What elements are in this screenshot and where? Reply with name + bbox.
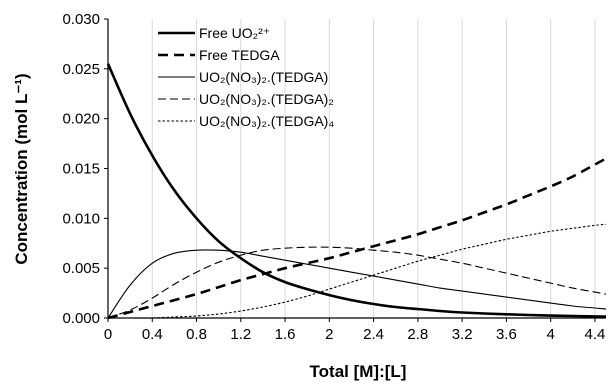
gridlines — [151, 19, 596, 318]
y-tick-labels: 0.000 0.005 0.010 0.015 0.020 0.025 0.030 — [62, 11, 100, 327]
x-tick-label: 0.4 — [142, 326, 163, 343]
y-tick-label: 0.030 — [62, 11, 100, 28]
x-tick-label: 1.2 — [230, 326, 251, 343]
legend-label: UO₂(NO₃)₂.(TEDGA)₄ — [199, 113, 334, 129]
x-tick-label: 4 — [546, 326, 554, 343]
free-uo2-line — [106, 63, 607, 318]
y-tick-label: 0.015 — [62, 161, 100, 178]
legend-label: Free TEDGA — [199, 47, 280, 63]
y-tick-label: 0.010 — [62, 210, 100, 227]
x-tick-label: 2.8 — [407, 326, 428, 343]
complex-1-2-line — [107, 246, 607, 319]
legend-label: UO₂(NO₃)₂.(TEDGA)₂ — [199, 91, 334, 107]
x-tick-label: 2.4 — [363, 326, 384, 343]
x-tick-label: 3.2 — [452, 326, 473, 343]
series-lines — [106, 63, 607, 320]
legend-label: UO₂(NO₃)₂.(TEDGA) — [199, 69, 328, 85]
x-tick-label: 0 — [104, 326, 112, 343]
y-tick-label: 0.000 — [62, 310, 100, 327]
x-axis-title: Total [M]:[L] — [310, 362, 407, 381]
y-tick-label: 0.025 — [62, 61, 100, 78]
y-tick-label: 0.020 — [62, 111, 100, 128]
x-tick-label: 2 — [325, 326, 333, 343]
x-tick-label: 1.6 — [275, 326, 296, 343]
complex-1-1-line — [107, 249, 607, 319]
y-tick-label: 0.005 — [62, 260, 100, 277]
y-axis-title: Concentration (mol L⁻¹) — [12, 73, 31, 264]
complex-1-4-line — [108, 223, 607, 319]
legend-label: Free UO₂²⁺ — [199, 25, 270, 41]
axes — [104, 18, 606, 322]
free-tedga-line — [107, 157, 607, 320]
x-tick-labels: 0 0.4 0.8 1.2 1.6 2 2.4 2.8 3.2 3.6 4 4.4 — [104, 326, 606, 343]
x-tick-label: 4.4 — [585, 326, 606, 343]
x-tick-label: 3.6 — [496, 326, 517, 343]
legend: Free UO₂²⁺ Free TEDGA UO₂(NO₃)₂.(TEDGA) UO₂… — [158, 25, 334, 129]
x-tick-label: 0.8 — [186, 326, 207, 343]
